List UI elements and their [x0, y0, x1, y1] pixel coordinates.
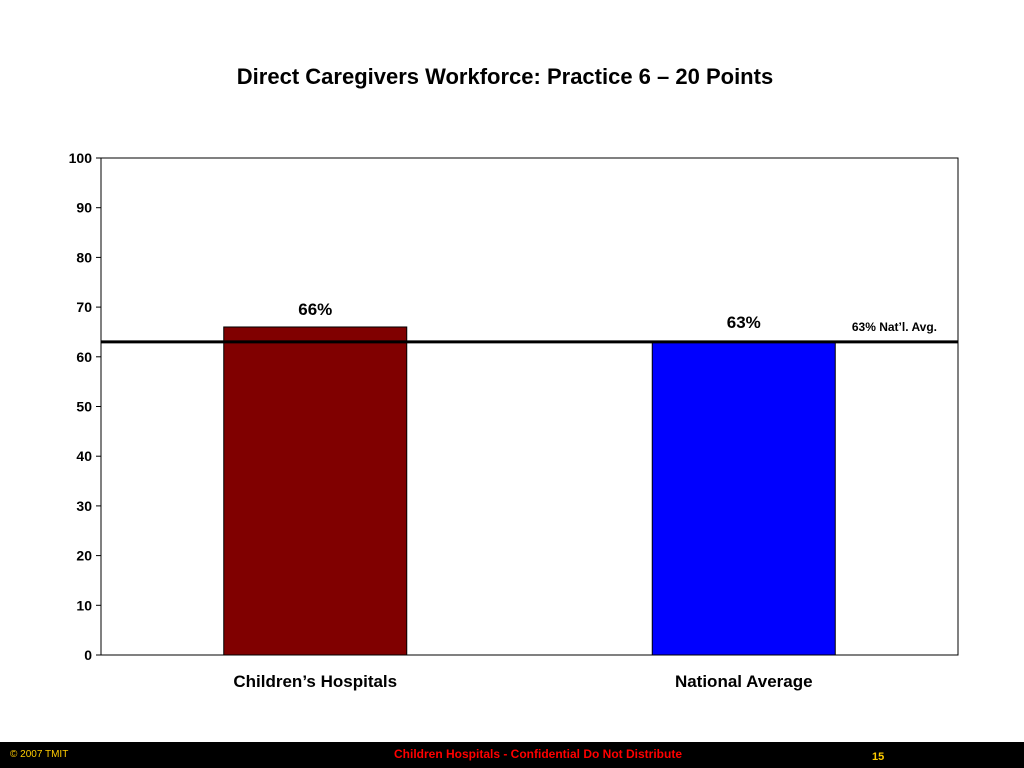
x-category-label: Children’s Hospitals [233, 672, 397, 691]
data-label: 66% [298, 300, 332, 319]
bar [223, 326, 408, 656]
data-label: 63% [727, 313, 761, 332]
page-number: 15 [872, 751, 885, 763]
y-tick-label: 50 [76, 399, 92, 415]
y-tick-label: 40 [76, 448, 92, 464]
y-tick-label: 70 [76, 299, 92, 315]
copyright-text: © 2007 TMIT [10, 749, 69, 760]
confidential-notice: Children Hospitals - Confidential Do Not… [394, 747, 682, 761]
y-tick-label: 30 [76, 498, 92, 514]
x-category-label: National Average [675, 672, 813, 691]
bar [651, 341, 836, 656]
y-tick-label: 60 [76, 349, 92, 365]
chart-title: Direct Caregivers Workforce: Practice 6 … [236, 64, 774, 89]
bar-chart: 0 10 20 30 40 50 60 70 80 90 100 Children’s Hospita… [69, 150, 959, 691]
y-tick-label: 100 [69, 150, 93, 166]
y-tick-label: 20 [76, 548, 92, 564]
y-tick-label: 90 [76, 200, 92, 216]
y-tick-label: 10 [76, 597, 92, 613]
footer-bar: © 2007 TMIT Children Hospitals - Confide… [0, 742, 1024, 768]
reference-line-label: 63% Nat’l. Avg. [852, 320, 937, 334]
y-tick-label: 0 [84, 647, 92, 663]
y-tick-label: 80 [76, 249, 92, 265]
